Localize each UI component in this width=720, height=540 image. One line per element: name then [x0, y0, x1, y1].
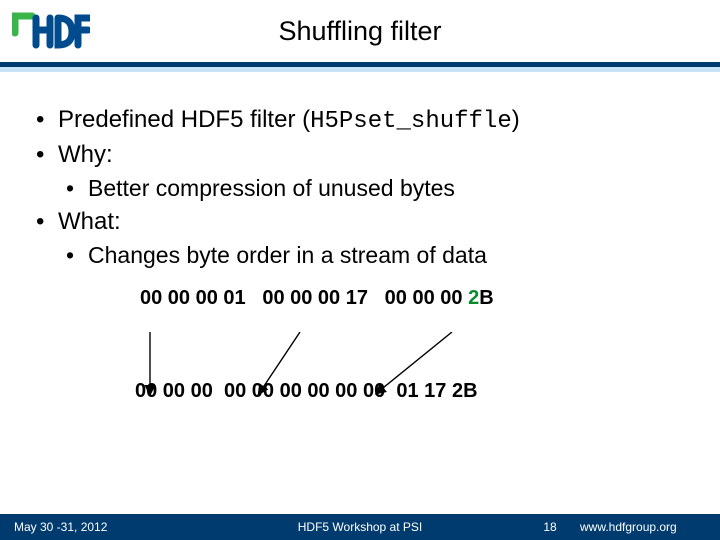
- footer-url: www.hdfgroup.org: [580, 520, 720, 534]
- code-h5pset: H5Pset_shuffle: [310, 108, 512, 135]
- shuffle-arrows: [0, 332, 720, 412]
- bullet-why: Why:: [30, 141, 690, 169]
- bullet-what: What:: [30, 208, 690, 236]
- bytes-group-3-suffix: B: [479, 287, 493, 309]
- byte-row-input: 00 00 00 01 00 00 00 17 00 00 00 2B: [30, 287, 690, 310]
- bullet-predefined: Predefined HDF5 filter (H5Pset_shuffle): [30, 106, 690, 135]
- bytes-group-3-prefix: 00 00 00: [385, 287, 468, 309]
- footer: May 30 -31, 2012 HDF5 Workshop at PSI 18…: [0, 514, 720, 540]
- hdf-logo: [12, 10, 90, 57]
- slide-title: Shuffling filter: [0, 16, 720, 47]
- footer-date: May 30 -31, 2012: [0, 520, 200, 534]
- bullet-text: Predefined HDF5 filter (: [58, 106, 310, 133]
- bytes-group-1: 00 00 00 01: [140, 287, 246, 309]
- bytes-group-3-green: 2: [468, 287, 479, 309]
- bullet-text-suffix: ): [512, 106, 520, 133]
- bullet-why-detail: Better compression of unused bytes: [30, 175, 690, 202]
- bytes-group-2: 00 00 00 17: [262, 287, 368, 309]
- footer-page: 18: [520, 520, 580, 534]
- bullet-what-detail: Changes byte order in a stream of data: [30, 242, 690, 269]
- header: Shuffling filter: [0, 0, 720, 62]
- footer-center: HDF5 Workshop at PSI: [200, 520, 520, 534]
